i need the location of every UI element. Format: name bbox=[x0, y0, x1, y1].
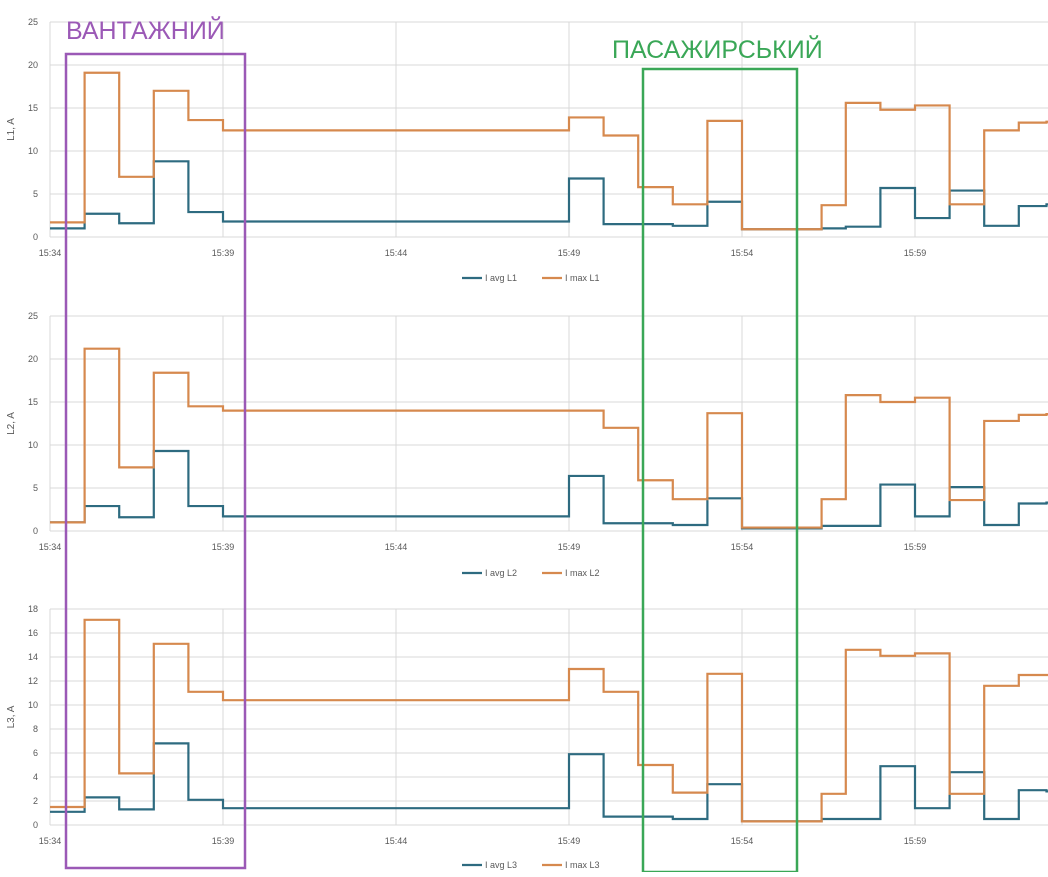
chart-1: 0 5 10 15 20 25 15:34 15:39 15:44 15:49 15:54 15:59… bbox=[6, 17, 1048, 283]
legend-label-max: I max L1 bbox=[565, 273, 600, 283]
y-axis-label: L2, A bbox=[6, 412, 17, 435]
annotation-label: ПАСАЖИРСЬКИЙ bbox=[612, 34, 823, 64]
y-tick-label: 4 bbox=[33, 772, 38, 782]
y-tick-label: 10 bbox=[28, 700, 38, 710]
y-tick-label: 16 bbox=[28, 628, 38, 638]
x-tick-label: 15:34 bbox=[39, 836, 62, 846]
y-tick-label: 5 bbox=[33, 189, 38, 199]
y-tick-label: 0 bbox=[33, 820, 38, 830]
legend-label-avg: I avg L2 bbox=[485, 568, 517, 578]
legend-label-max: I max L2 bbox=[565, 568, 600, 578]
x-tick-label: 15:34 bbox=[39, 542, 62, 552]
y-tick-label: 12 bbox=[28, 676, 38, 686]
series-line-max bbox=[50, 618, 1048, 823]
x-tick-label: 15:59 bbox=[904, 836, 927, 846]
legend: I avg L2 I max L2 bbox=[462, 568, 600, 578]
y-axis-label: L3, A bbox=[6, 705, 17, 728]
legend-label-avg: I avg L1 bbox=[485, 273, 517, 283]
y-tick-label: 15 bbox=[28, 103, 38, 113]
legend: I avg L3 I max L3 bbox=[462, 860, 600, 870]
series-line-avg bbox=[50, 449, 1048, 530]
legend: I avg L1 I max L1 bbox=[462, 273, 600, 283]
x-tick-label: 15:44 bbox=[385, 248, 408, 258]
y-tick-label: 0 bbox=[33, 232, 38, 242]
x-tick-label: 15:49 bbox=[558, 248, 581, 258]
x-tick-label: 15:34 bbox=[39, 248, 62, 258]
y-tick-label: 10 bbox=[28, 440, 38, 450]
x-tick-label: 15:44 bbox=[385, 542, 408, 552]
chart-2: 0 5 10 15 20 25 15:34 15:39 15:44 15:49 15:54 15:59… bbox=[6, 311, 1048, 578]
annotation-cargo: ВАНТАЖНИЙ bbox=[64, 15, 247, 870]
y-tick-label: 14 bbox=[28, 652, 38, 662]
annotation-box bbox=[64, 52, 247, 870]
x-tick-label: 15:54 bbox=[731, 542, 754, 552]
y-tick-label: 10 bbox=[28, 146, 38, 156]
y-tick-label: 0 bbox=[33, 526, 38, 536]
y-tick-label: 2 bbox=[33, 796, 38, 806]
series-line-avg bbox=[50, 742, 1048, 823]
y-tick-label: 6 bbox=[33, 748, 38, 758]
y-tick-label: 5 bbox=[33, 483, 38, 493]
x-tick-label: 15:49 bbox=[558, 836, 581, 846]
series-line-max bbox=[50, 347, 1048, 529]
annotation-passenger: ПАСАЖИРСЬКИЙ bbox=[612, 34, 823, 874]
y-tick-label: 20 bbox=[28, 354, 38, 364]
chart-3: 0 2 4 6 8 10 12 14 16 18 15:34 15:39 15:44 15:49 15:54… bbox=[6, 604, 1048, 870]
x-tick-label: 15:39 bbox=[212, 542, 235, 552]
x-tick-label: 15:59 bbox=[904, 542, 927, 552]
y-tick-label: 20 bbox=[28, 60, 38, 70]
x-tick-label: 15:59 bbox=[904, 248, 927, 258]
y-axis-label: L1, A bbox=[6, 118, 17, 141]
x-tick-label: 15:39 bbox=[212, 836, 235, 846]
series-line-max bbox=[50, 71, 1048, 231]
x-tick-label: 15:54 bbox=[731, 248, 754, 258]
x-tick-label: 15:44 bbox=[385, 836, 408, 846]
series-line-avg bbox=[50, 160, 1048, 231]
y-tick-label: 15 bbox=[28, 397, 38, 407]
y-tick-label: 8 bbox=[33, 724, 38, 734]
y-tick-label: 25 bbox=[28, 311, 38, 321]
annotation-box bbox=[641, 67, 799, 874]
x-tick-label: 15:49 bbox=[558, 542, 581, 552]
legend-label-avg: I avg L3 bbox=[485, 860, 517, 870]
x-tick-label: 15:54 bbox=[731, 836, 754, 846]
y-tick-label: 18 bbox=[28, 604, 38, 614]
legend-label-max: I max L3 bbox=[565, 860, 600, 870]
annotation-label: ВАНТАЖНИЙ bbox=[66, 15, 225, 45]
y-tick-label: 25 bbox=[28, 17, 38, 27]
x-tick-label: 15:39 bbox=[212, 248, 235, 258]
